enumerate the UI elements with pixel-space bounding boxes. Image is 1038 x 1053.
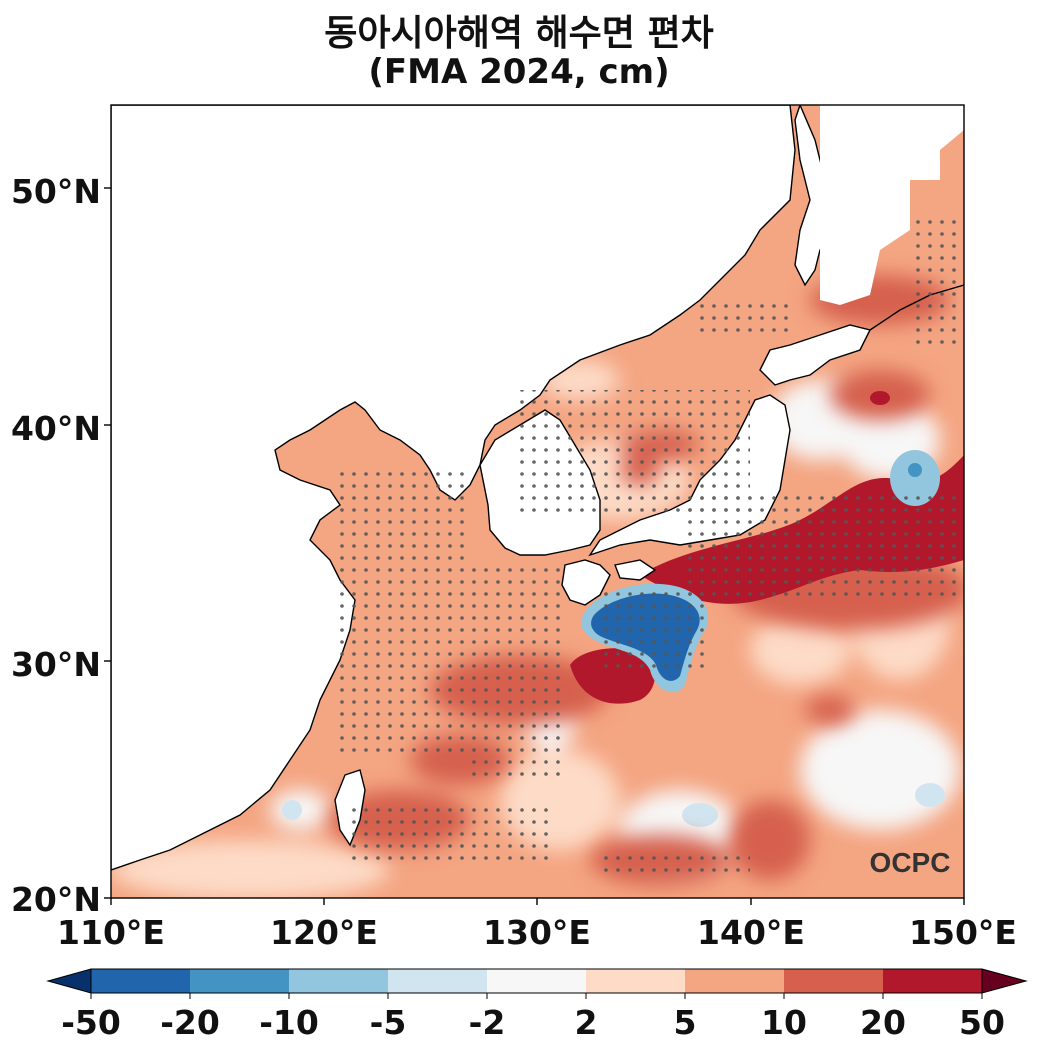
colorbar-label: -5 (369, 1003, 407, 1042)
lon-label-130e: 130°E (483, 913, 591, 952)
colorbar-label: -20 (160, 1003, 220, 1042)
lon-label-120e: 120°E (270, 913, 378, 952)
map-subtitle: (FMA 2024, cm) (368, 52, 670, 92)
colorbar-label: -50 (61, 1003, 121, 1042)
map-title: 동아시아해역 해수면 편차 (324, 13, 714, 54)
colorbar-label: 50 (959, 1003, 1005, 1042)
lat-label-40n: 40°N (10, 409, 101, 448)
ocpc-logo: OCPC (870, 847, 951, 878)
colorbar-label: 5 (673, 1003, 697, 1042)
lat-label-30n: 30°N (10, 645, 101, 684)
lat-label-50n: 50°N (10, 172, 101, 211)
lon-label-140e: 140°E (697, 913, 805, 952)
colorbar-label: -10 (259, 1003, 319, 1042)
lon-label-110e: 110°E (57, 913, 165, 952)
axis-ticks (104, 187, 965, 905)
lat-label-20n: 20°N (10, 880, 101, 919)
colorbar-label: 10 (761, 1003, 807, 1042)
lon-label-150e: 150°E (909, 913, 1017, 952)
colorbar-label: -2 (468, 1003, 506, 1042)
colorbar (46, 968, 1028, 999)
colorbar-label: 20 (860, 1003, 906, 1042)
anomaly-field (111, 105, 964, 898)
colorbar-label: 2 (574, 1003, 598, 1042)
